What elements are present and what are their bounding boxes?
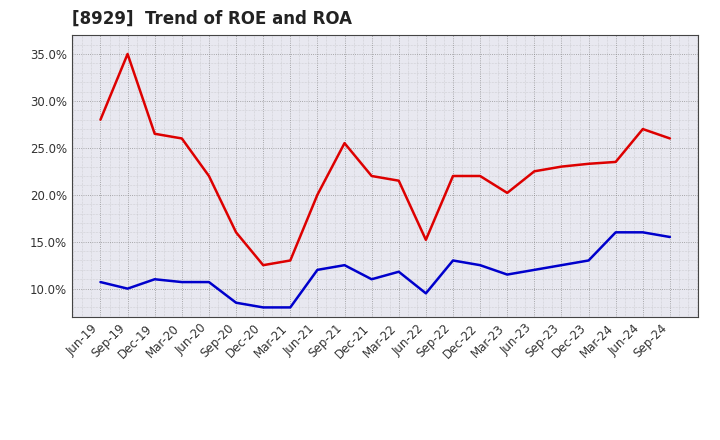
ROA [449, 258, 457, 263]
ROE [367, 173, 376, 179]
ROE [503, 190, 511, 195]
ROA [476, 263, 485, 268]
Text: [8929]  Trend of ROE and ROA: [8929] Trend of ROE and ROA [72, 10, 352, 28]
ROE [123, 51, 132, 57]
ROA [96, 279, 105, 285]
ROE [96, 117, 105, 122]
ROA [503, 272, 511, 277]
ROA [286, 305, 294, 310]
ROA [421, 291, 430, 296]
Line: ROE: ROE [101, 54, 670, 265]
ROE [232, 230, 240, 235]
ROE [639, 126, 647, 132]
ROA [313, 267, 322, 272]
ROA [557, 263, 566, 268]
ROE [557, 164, 566, 169]
ROE [204, 173, 213, 179]
ROE [178, 136, 186, 141]
ROA [232, 300, 240, 305]
ROE [286, 258, 294, 263]
ROA [530, 267, 539, 272]
ROE [259, 263, 268, 268]
ROA [259, 305, 268, 310]
ROE [584, 161, 593, 166]
ROE [341, 140, 349, 146]
ROA [665, 235, 674, 240]
ROA [123, 286, 132, 291]
ROA [178, 279, 186, 285]
ROA [367, 277, 376, 282]
ROA [639, 230, 647, 235]
ROE [313, 192, 322, 198]
ROA [204, 279, 213, 285]
ROA [395, 269, 403, 275]
ROE [449, 173, 457, 179]
Line: ROA: ROA [101, 232, 670, 308]
ROE [530, 169, 539, 174]
ROE [476, 173, 485, 179]
ROA [584, 258, 593, 263]
ROE [611, 159, 620, 165]
ROA [341, 263, 349, 268]
ROA [150, 277, 159, 282]
ROE [421, 237, 430, 242]
ROE [395, 178, 403, 183]
ROA [611, 230, 620, 235]
ROE [665, 136, 674, 141]
ROE [150, 131, 159, 136]
